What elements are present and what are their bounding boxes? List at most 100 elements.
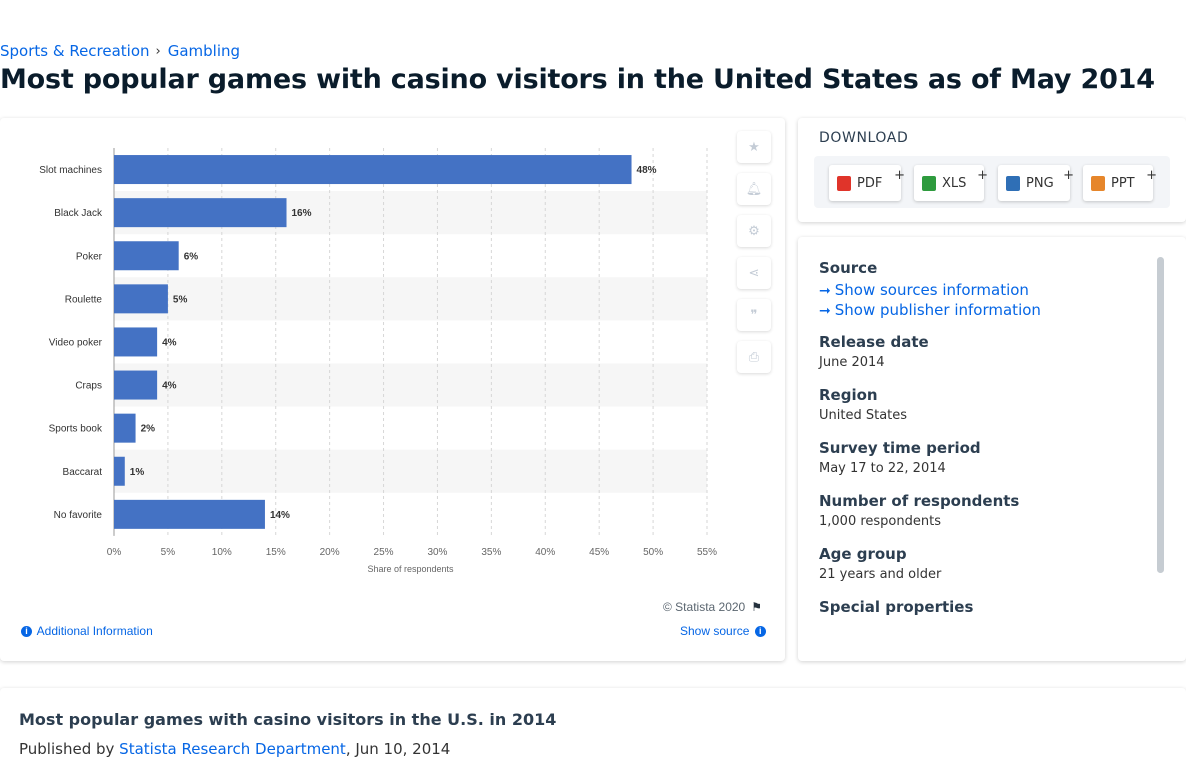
star-icon: ★	[748, 139, 760, 155]
category-label: Poker	[76, 251, 103, 262]
additional-info-link[interactable]: i Additional Information	[19, 624, 153, 638]
category-label: Black Jack	[54, 208, 103, 219]
download-pdf-button[interactable]: PDF +	[829, 165, 905, 201]
survey-period-label: Survey time period	[819, 439, 981, 457]
gear-icon: ⚙	[748, 223, 760, 239]
data-label: 5%	[173, 294, 188, 305]
data-label: 48%	[637, 165, 657, 176]
credit-text: © Statista 2020	[663, 600, 746, 614]
statista-credit: © Statista 2020 ⚑	[663, 600, 762, 614]
print-icon: ⎙	[748, 349, 760, 365]
download-xls-button[interactable]: XLS +	[914, 165, 988, 201]
data-label: 16%	[292, 208, 312, 219]
breadcrumb-separator: ›	[155, 43, 161, 59]
category-label: Sports book	[49, 424, 103, 435]
plus-icon: +	[1146, 168, 1157, 183]
arrow-right-icon: ➞	[819, 283, 831, 299]
download-title: DOWNLOAD	[819, 130, 909, 146]
bar	[114, 499, 265, 529]
row-stripe	[114, 277, 707, 321]
source-details-card: Source ➞ Show sources information ➞ Show p…	[798, 237, 1186, 661]
special-properties-label: Special properties	[819, 598, 974, 616]
flag-icon[interactable]: ⚑	[751, 600, 762, 614]
x-tick-label: 0%	[107, 547, 122, 558]
additional-info-label: Additional Information	[36, 624, 153, 638]
scrollbar[interactable]	[1157, 257, 1164, 573]
download-ppt-label: PPT	[1111, 175, 1135, 191]
data-label: 2%	[141, 424, 156, 435]
source-label: Source	[819, 259, 878, 277]
download-tray: PDF + XLS + PNG + PPT +	[814, 156, 1170, 208]
source-details-list: Source ➞ Show sources information ➞ Show p…	[819, 259, 1149, 632]
release-date-label: Release date	[819, 333, 929, 351]
share-button[interactable]: ⋖	[737, 257, 771, 289]
data-label: 1%	[130, 467, 145, 478]
notification-button[interactable]: 🔔︎	[737, 173, 771, 205]
data-label: 6%	[184, 251, 199, 262]
category-label: No favorite	[54, 510, 103, 521]
quote-icon: ❞	[750, 307, 758, 323]
category-label: Baccarat	[63, 467, 103, 478]
show-publisher-label: Show publisher information	[834, 301, 1041, 319]
bar	[114, 413, 136, 443]
breadcrumb-item-gambling[interactable]: Gambling	[167, 42, 241, 60]
plus-icon: +	[894, 168, 905, 183]
bar	[114, 284, 168, 314]
download-png-label: PNG	[1026, 175, 1054, 191]
breadcrumb: Sports & Recreation › Gambling	[0, 42, 240, 60]
x-tick-label: 25%	[374, 547, 394, 558]
data-label: 4%	[162, 337, 177, 348]
breadcrumb-item-sports[interactable]: Sports & Recreation	[0, 42, 150, 60]
x-tick-label: 15%	[266, 547, 286, 558]
published-date: , Jun 10, 2014	[345, 740, 451, 758]
author-link[interactable]: Statista Research Department	[119, 740, 346, 758]
x-tick-label: 55%	[697, 547, 717, 558]
png-file-icon	[1006, 175, 1020, 191]
show-sources-label: Show sources information	[834, 281, 1029, 299]
x-tick-label: 30%	[427, 547, 447, 558]
age-group-value: 21 years and older	[819, 567, 942, 582]
scrollbar-thumb[interactable]	[1157, 257, 1164, 573]
bar	[114, 327, 158, 357]
show-publisher-link[interactable]: ➞ Show publisher information	[819, 301, 1149, 319]
x-tick-label: 35%	[481, 547, 501, 558]
show-sources-link[interactable]: ➞ Show sources information	[819, 281, 1149, 299]
favorite-button[interactable]: ★	[737, 131, 771, 163]
plus-icon: +	[977, 168, 988, 183]
chart-toolbar: ★ 🔔︎ ⚙ ⋖ ❞ ⎙	[737, 131, 773, 383]
x-tick-label: 50%	[643, 547, 663, 558]
download-ppt-button[interactable]: PPT +	[1083, 165, 1157, 201]
download-pdf-label: PDF	[857, 175, 883, 191]
x-tick-label: 45%	[589, 547, 609, 558]
pdf-file-icon	[837, 175, 851, 191]
bar	[114, 155, 632, 185]
page-title: Most popular games with casino visitors …	[0, 64, 1155, 95]
xls-file-icon	[922, 175, 936, 191]
x-tick-label: 10%	[212, 547, 232, 558]
info-icon: i	[21, 626, 32, 638]
print-button[interactable]: ⎙	[737, 341, 771, 373]
description-card: Most popular games with casino visitors …	[0, 688, 1186, 760]
download-png-button[interactable]: PNG +	[998, 165, 1074, 201]
respondents-label: Number of respondents	[819, 492, 1020, 510]
data-label: 4%	[162, 381, 177, 392]
settings-button[interactable]: ⚙	[737, 215, 771, 247]
survey-period-value: May 17 to 22, 2014	[819, 461, 946, 476]
download-card: DOWNLOAD PDF + XLS + PNG + PPT +	[798, 118, 1186, 222]
category-label: Video poker	[49, 337, 103, 348]
x-axis-title: Share of respondents	[367, 564, 454, 574]
cite-button[interactable]: ❞	[737, 299, 771, 331]
region-value: United States	[819, 408, 908, 423]
plus-icon: +	[1063, 168, 1074, 183]
arrow-right-icon: ➞	[819, 303, 831, 319]
description-title: Most popular games with casino visitors …	[19, 710, 557, 729]
region-label: Region	[819, 386, 878, 404]
category-label: Slot machines	[39, 165, 102, 176]
category-label: Craps	[75, 381, 102, 392]
release-date-value: June 2014	[819, 355, 885, 370]
age-group-label: Age group	[819, 545, 907, 563]
bell-icon: 🔔︎	[745, 181, 763, 197]
bar	[114, 198, 287, 228]
show-source-link[interactable]: Show source i	[680, 624, 768, 638]
row-stripe	[114, 449, 707, 493]
